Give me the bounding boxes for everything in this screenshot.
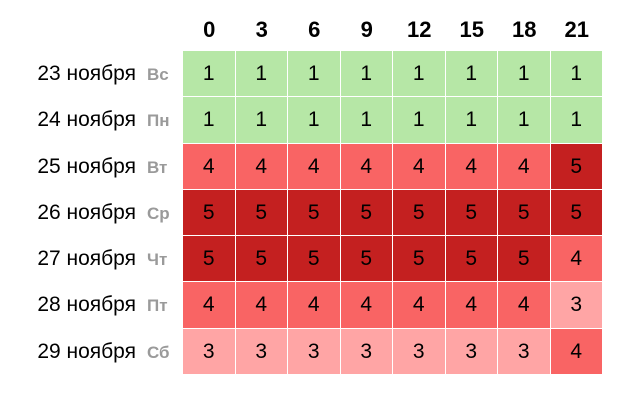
hour-header: 3 <box>255 17 268 42</box>
value-cell: 4 <box>183 282 235 328</box>
hour-header: 9 <box>360 17 373 42</box>
value-cell: 4 <box>445 282 497 328</box>
value-cell: 5 <box>235 236 287 282</box>
day-row: 24 ноября Пн 1 1 1 1 1 1 1 1 <box>0 97 603 143</box>
value-cell: 4 <box>550 328 602 375</box>
date-label: 27 ноября <box>37 247 136 271</box>
value-cell: 3 <box>288 328 340 375</box>
day-row: 27 ноября Чт 5 5 5 5 5 5 5 4 <box>0 236 603 282</box>
day-row: 25 ноября Вт 4 4 4 4 4 4 4 5 <box>0 143 603 190</box>
value-cell: 4 <box>288 282 340 328</box>
value-cell: 5 <box>340 189 392 236</box>
value-cell: 5 <box>183 189 235 236</box>
date-label: 24 ноября <box>37 108 136 132</box>
hour-header: 12 <box>407 17 432 42</box>
value-cell: 1 <box>498 51 550 97</box>
day-row: 26 ноября Ср 5 5 5 5 5 5 5 5 <box>0 189 603 236</box>
value-cell: 1 <box>498 97 550 143</box>
value-cell: 5 <box>340 236 392 282</box>
value-cell: 4 <box>393 282 445 328</box>
value-cell: 3 <box>498 328 550 375</box>
value-cell: 3 <box>445 328 497 375</box>
value-cell: 5 <box>235 189 287 236</box>
value-cell: 4 <box>235 282 287 328</box>
value-cell: 5 <box>183 236 235 282</box>
weekday-label: Пт <box>147 296 168 316</box>
hour-header: 18 <box>512 17 537 42</box>
date-label: 23 ноября <box>37 62 136 85</box>
value-cell: 4 <box>445 143 497 189</box>
day-row: 29 ноября Сб 3 3 3 3 3 3 3 4 <box>0 328 603 375</box>
forecast-rows: 23 ноября Вс 1 1 1 1 1 1 1 1 24 ноября Пн 1 1 1 1 1 1 1 1 25… <box>0 51 603 375</box>
value-cell: 1 <box>550 51 602 97</box>
weekday-label: Ср <box>147 203 170 223</box>
value-cell: 5 <box>393 236 445 282</box>
value-cell: 1 <box>340 51 392 97</box>
hour-header: 21 <box>564 17 589 42</box>
date-label: 25 ноября <box>37 154 136 178</box>
value-cell: 1 <box>288 97 340 143</box>
hour-header: 0 <box>203 17 216 42</box>
value-cell: 1 <box>445 51 497 97</box>
value-cell: 4 <box>393 143 445 189</box>
value-cell: 1 <box>393 97 445 143</box>
weekday-label: Вс <box>147 65 169 84</box>
date-label: 28 ноября <box>37 293 136 317</box>
value-cell: 3 <box>235 328 287 375</box>
day-row: 28 ноября Пт 4 4 4 4 4 4 4 3 <box>0 282 603 328</box>
value-cell: 5 <box>288 236 340 282</box>
weekday-label: Чт <box>147 250 168 270</box>
value-cell: 4 <box>288 143 340 189</box>
value-cell: 4 <box>235 143 287 189</box>
date-label: 29 ноября <box>37 339 136 363</box>
weekday-label: Вт <box>147 157 168 177</box>
value-cell: 1 <box>340 97 392 143</box>
value-cell: 1 <box>183 51 235 97</box>
value-cell: 5 <box>498 189 550 236</box>
weekday-label: Пн <box>147 111 170 131</box>
weekday-label: Сб <box>147 342 170 362</box>
value-cell: 5 <box>393 189 445 236</box>
value-cell: 1 <box>183 97 235 143</box>
value-cell: 1 <box>393 51 445 97</box>
value-cell: 5 <box>288 189 340 236</box>
hours-header: 0 3 6 9 12 15 18 21 <box>183 10 603 50</box>
value-cell: 4 <box>183 143 235 189</box>
value-cell: 1 <box>445 97 497 143</box>
value-cell: 3 <box>550 282 602 328</box>
value-cell: 5 <box>550 189 602 236</box>
value-cell: 3 <box>183 328 235 375</box>
hour-header: 6 <box>308 17 321 42</box>
value-cell: 5 <box>498 236 550 282</box>
value-cell: 5 <box>445 236 497 282</box>
value-cell: 4 <box>340 282 392 328</box>
value-cell: 1 <box>235 51 287 97</box>
value-cell: 5 <box>550 143 602 189</box>
value-cell: 3 <box>393 328 445 375</box>
date-label: 26 ноября <box>37 200 136 224</box>
value-cell: 4 <box>498 143 550 189</box>
value-cell: 1 <box>288 51 340 97</box>
value-cell: 4 <box>498 282 550 328</box>
value-cell: 3 <box>340 328 392 375</box>
value-cell: 4 <box>550 236 602 282</box>
hour-header: 15 <box>459 17 484 42</box>
value-cell: 1 <box>235 97 287 143</box>
value-cell: 5 <box>445 189 497 236</box>
day-row: 23 ноября Вс 1 1 1 1 1 1 1 1 <box>0 51 603 97</box>
value-cell: 4 <box>340 143 392 189</box>
value-cell: 1 <box>550 97 602 143</box>
